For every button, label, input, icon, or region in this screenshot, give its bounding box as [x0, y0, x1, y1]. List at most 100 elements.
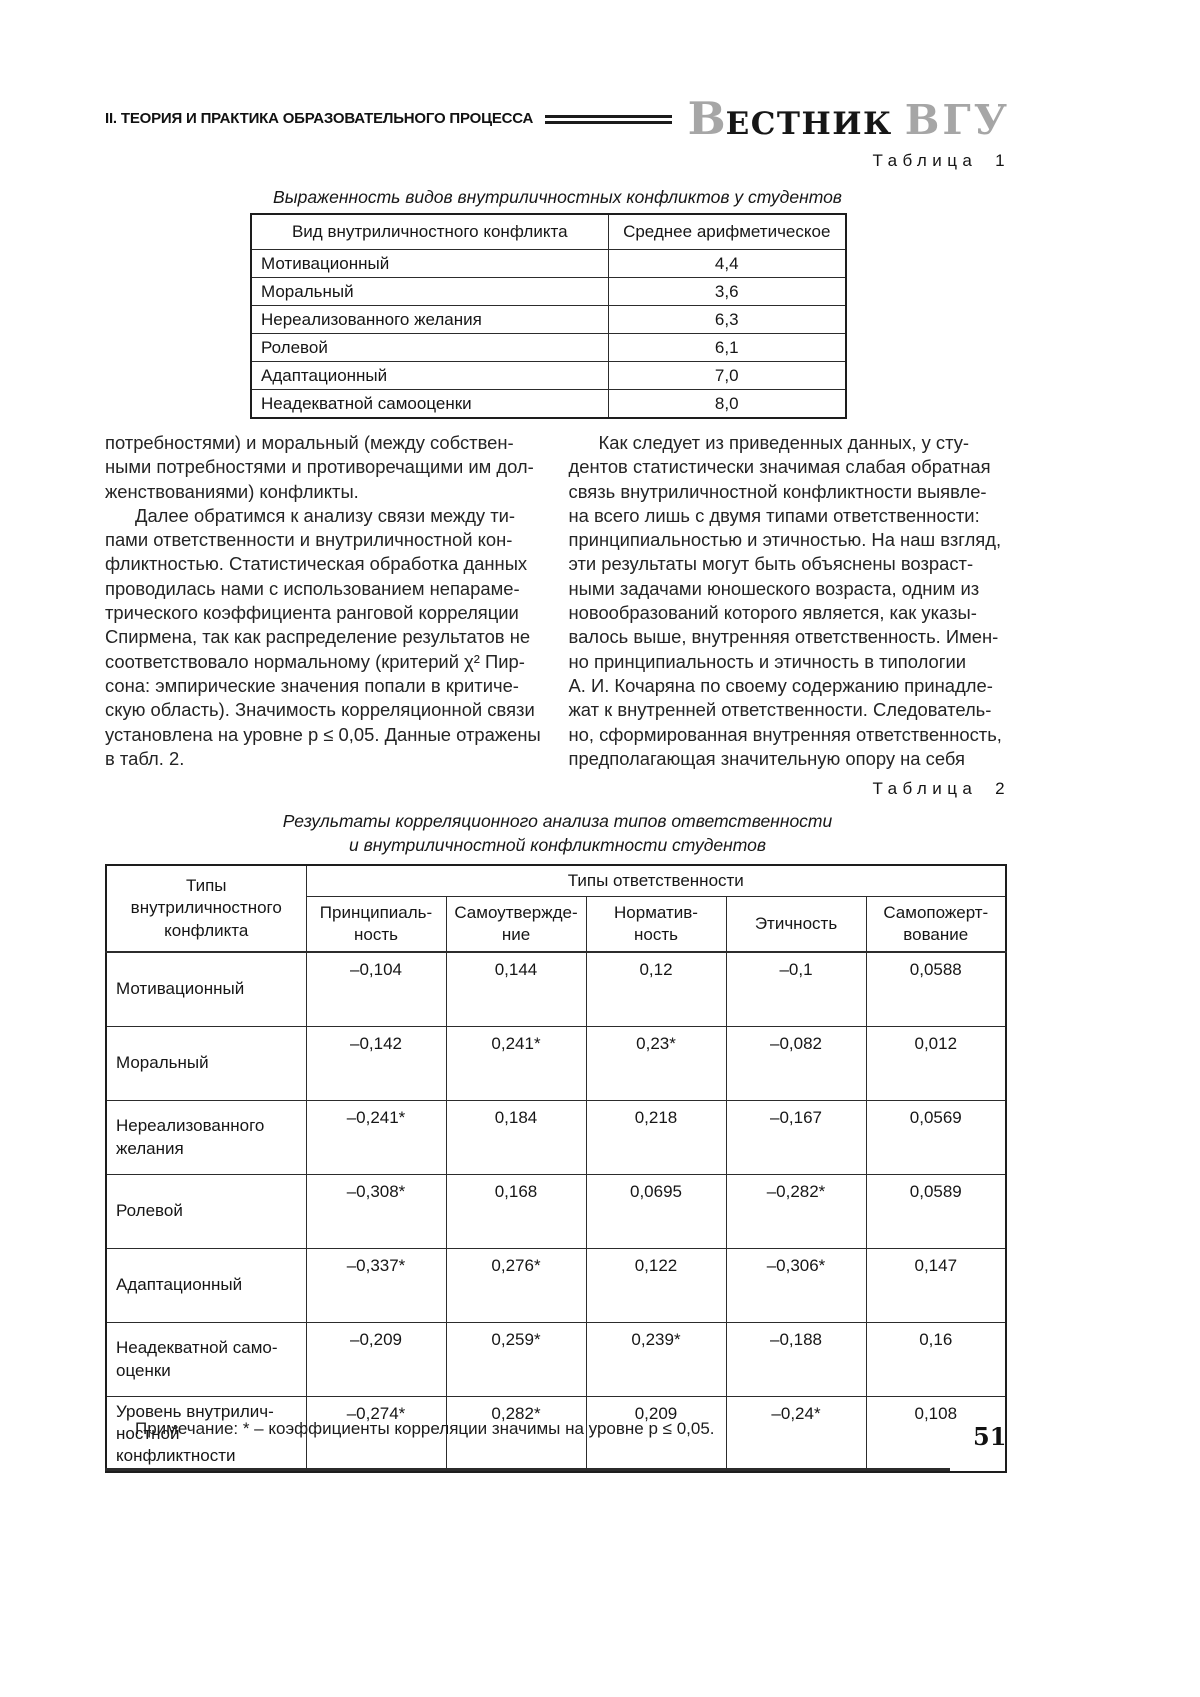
correlation-value-cell: 0,184: [445, 1100, 587, 1175]
table2-head: Типы внутриличностного конфликта Типы от…: [105, 864, 1007, 953]
conflict-type-cell: Моральный: [250, 277, 609, 306]
responsibility-type-header: Самоутвержде- ние: [445, 896, 587, 953]
table1-title: Выраженность видов внутриличностных конф…: [273, 187, 842, 207]
mean-value-cell: 4,4: [607, 249, 847, 278]
table2-row: Уровень внутрилич- ностной конфликтности…: [105, 1396, 1007, 1473]
table2-group-header: Типы ответственности: [305, 864, 1007, 897]
paragraph: Как следует из приведенных данных, у сту…: [568, 432, 1002, 769]
mean-value-cell: 6,1: [607, 333, 847, 362]
correlation-value-cell: –0,1: [725, 951, 867, 1027]
page-number: 51: [973, 1422, 1007, 1451]
correlation-value-cell: 0,23*: [585, 1026, 727, 1101]
responsibility-type-header: Норматив- ность: [585, 896, 727, 953]
table2-corner-header: Типы внутриличностного конфликта: [105, 864, 307, 953]
mean-value-cell: 3,6: [607, 277, 847, 306]
correlation-value-cell: 0,241*: [445, 1026, 587, 1101]
table2-body: Мотивационный –0,104 0,144 0,12 –0,1 0,0588 Мо…: [105, 951, 1007, 1473]
correlation-value-cell: 0,012: [865, 1026, 1007, 1101]
table1-body: Мотивационный 4,4 Моральный 3,6 Нереализован…: [250, 249, 847, 419]
correlation-value-cell: –0,282*: [725, 1174, 867, 1249]
correlation-value-cell: 0,239*: [585, 1322, 727, 1397]
logo-name: ЕСТНИК: [725, 106, 893, 142]
correlation-value-cell: –0,167: [725, 1100, 867, 1175]
conflict-type-cell: Адаптационный: [105, 1248, 307, 1323]
body-column-left: потребностями) и моральный (между собств…: [105, 431, 547, 771]
table1-caption: Таблица 1: [872, 151, 1010, 170]
table1-row: Адаптационный 7,0: [250, 361, 847, 390]
conflict-type-cell: Неадекватной самооценки: [250, 389, 609, 419]
paragraph: потребностями) и моральный (между собств…: [105, 432, 534, 502]
table1-row: Неадекватной самооценки 8,0: [250, 389, 847, 419]
correlation-value-cell: –0,082: [725, 1026, 867, 1101]
mean-value-cell: 7,0: [607, 361, 847, 390]
table1-head: Вид внутриличностного конфликта Среднее …: [250, 213, 847, 250]
header-divider-line: [545, 115, 672, 124]
correlation-value-cell: 0,0569: [865, 1100, 1007, 1175]
table2-row: Нереализованного желания –0,241* 0,184 0,21…: [105, 1100, 1007, 1175]
body-text: потребностями) и моральный (между собств…: [105, 431, 1010, 771]
correlation-value-cell: 0,259*: [445, 1322, 587, 1397]
correlation-value-cell: 0,168: [445, 1174, 587, 1249]
mean-value-cell: 6,3: [607, 305, 847, 334]
conflict-type-cell: Нереализованного желания: [250, 305, 609, 334]
correlation-value-cell: 0,12: [585, 951, 727, 1027]
logo-abbr: ВГУ: [904, 96, 1010, 144]
responsibility-type-header: Принципиаль- ность: [305, 896, 447, 953]
table2: Типы внутриличностного конфликта Типы от…: [105, 864, 1008, 1474]
table1-col-header-mean: Среднее арифметическое: [607, 213, 847, 250]
table2-row: Ролевой –0,308* 0,168 0,0695 –0,282* 0,0589: [105, 1174, 1007, 1249]
conflict-type-cell: Мотивационный: [250, 249, 609, 278]
correlation-value-cell: 0,144: [445, 951, 587, 1027]
body-column-right: Как следует из приведенных данных, у сту…: [569, 431, 1011, 771]
correlation-value-cell: –0,274*: [305, 1396, 447, 1473]
table1-row: Нереализованного желания 6,3: [250, 305, 847, 334]
correlation-value-cell: 0,0695: [585, 1174, 727, 1249]
conflict-type-cell: Адаптационный: [250, 361, 609, 390]
conflict-type-cell: Нереализованного желания: [105, 1100, 307, 1175]
table2-row: Мотивационный –0,104 0,144 0,12 –0,1 0,0588: [105, 951, 1007, 1027]
correlation-value-cell: –0,24*: [725, 1396, 867, 1473]
correlation-value-cell: 0,0589: [865, 1174, 1007, 1249]
correlation-value-cell: –0,209: [305, 1322, 447, 1397]
correlation-value-cell: 0,147: [865, 1248, 1007, 1323]
correlation-value-cell: –0,337*: [305, 1248, 447, 1323]
page-header: II. ТЕОРИЯ И ПРАКТИКА ОБРАЗОВАТЕЛЬНОГО П…: [105, 96, 1010, 141]
correlation-value-cell: 0,108: [865, 1396, 1007, 1473]
conflict-type-cell: Мотивационный: [105, 951, 307, 1027]
table1-row: Моральный 3,6: [250, 277, 847, 306]
table1-row: Мотивационный 4,4: [250, 249, 847, 278]
paragraph: Далее обратимся к анализу связи между ти…: [105, 504, 541, 769]
table1-header-row: Вид внутриличностного конфликта Среднее …: [250, 213, 847, 250]
correlation-value-cell: 0,16: [865, 1322, 1007, 1397]
correlation-value-cell: –0,306*: [725, 1248, 867, 1323]
table1-col-header-type: Вид внутриличностного конфликта: [250, 213, 609, 250]
correlation-value-cell: 0,0588: [865, 951, 1007, 1027]
correlation-value-cell: 0,282*: [445, 1396, 587, 1473]
table1-row: Ролевой 6,1: [250, 333, 847, 362]
conflict-type-cell: Ролевой: [250, 333, 609, 362]
correlation-value-cell: –0,188: [725, 1322, 867, 1397]
table2-subheader-row: Принципиаль- ность Самоутвержде- ние Норма…: [106, 896, 1007, 953]
responsibility-type-header: Этичность: [725, 896, 867, 953]
conflict-type-cell: Неадекватной само- оценки: [105, 1322, 307, 1397]
correlation-value-cell: –0,142: [305, 1026, 447, 1101]
conflict-type-cell: Моральный: [105, 1026, 307, 1101]
logo-initial: В: [687, 92, 726, 145]
table2-group-header-row: Типы внутриличностного конфликта Типы от…: [105, 864, 1007, 953]
table2-footnote: Примечание: * – коэффициенты корреляции …: [135, 1419, 715, 1438]
section-title: II. ТЕОРИЯ И ПРАКТИКА ОБРАЗОВАТЕЛЬНОГО П…: [105, 110, 534, 127]
footer-rule: [105, 1468, 950, 1471]
journal-logo: ВЕСТНИК ВГУ: [688, 96, 1010, 141]
correlation-value-cell: 0,276*: [445, 1248, 587, 1323]
table2-row: Адаптационный –0,337* 0,276* 0,122 –0,306* 0,…: [105, 1248, 1007, 1323]
correlation-value-cell: –0,308*: [305, 1174, 447, 1249]
table1: Вид внутриличностного конфликта Среднее …: [250, 213, 847, 419]
correlation-value-cell: 0,122: [585, 1248, 727, 1323]
table2-row: Неадекватной само- оценки –0,209 0,259* 0,2…: [105, 1322, 1007, 1397]
conflict-type-cell: Уровень внутрилич- ностной конфликтности: [105, 1396, 307, 1473]
correlation-value-cell: 0,218: [585, 1100, 727, 1175]
correlation-value-cell: –0,241*: [305, 1100, 447, 1175]
conflict-type-cell: Ролевой: [105, 1174, 307, 1249]
mean-value-cell: 8,0: [607, 389, 847, 419]
